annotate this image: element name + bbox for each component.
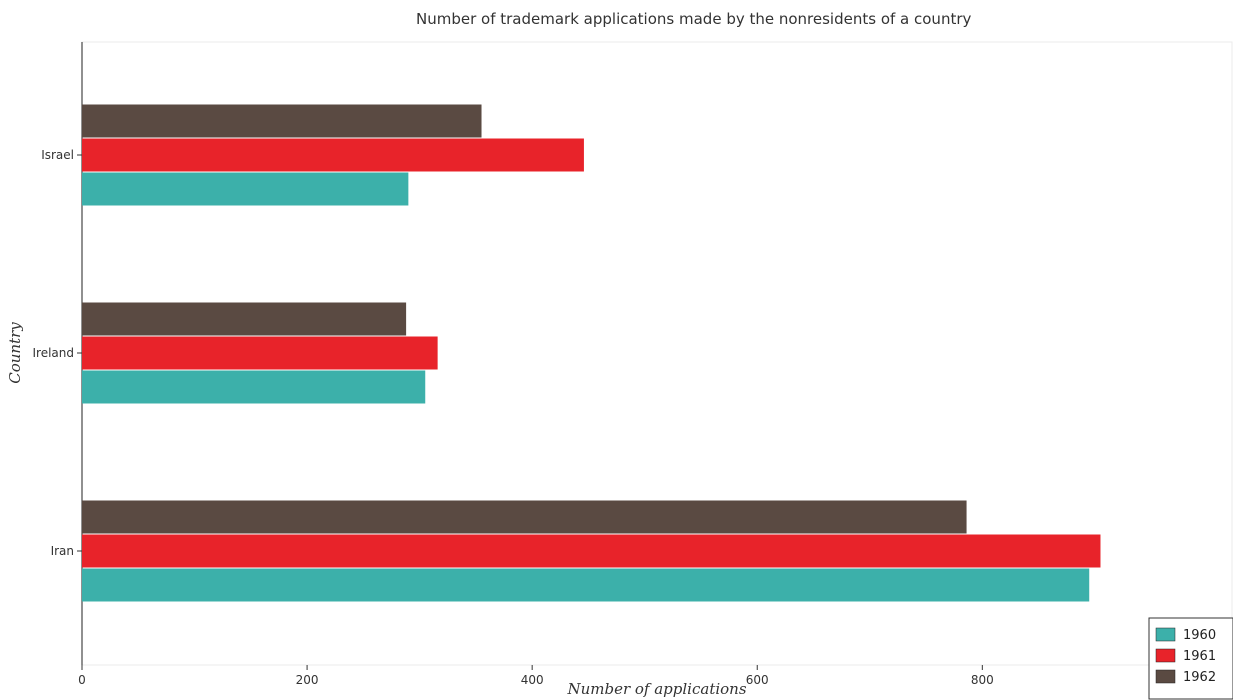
x-tick-label-200: 200 (296, 673, 319, 687)
bar-iran-1961 (82, 534, 1101, 568)
chart-title: Number of trademark applications made by… (416, 10, 971, 28)
y-tick-label-israel: Israel (41, 148, 74, 162)
x-tick-label-600: 600 (746, 673, 769, 687)
legend-label-1962: 1962 (1183, 670, 1216, 685)
bar-iran-1960 (82, 568, 1090, 602)
bar-ireland-1960 (82, 370, 426, 404)
legend: 1960 1961 1962 (1148, 617, 1233, 700)
bar-iran-1962 (82, 500, 967, 534)
legend-swatch-1962 (1155, 669, 1176, 684)
bar-israel-1961 (82, 138, 584, 172)
legend-swatch-1961 (1155, 648, 1176, 663)
legend-label-1960: 1960 (1183, 628, 1216, 643)
bar-ireland-1962 (82, 302, 407, 336)
x-tick-label-0: 0 (78, 673, 86, 687)
y-tick-label-ireland: Ireland (32, 346, 74, 360)
x-tick-label-400: 400 (521, 673, 544, 687)
y-tick-label-iran: Iran (51, 544, 74, 558)
x-ticks-group: 0 200 400 600 800 (78, 665, 994, 687)
bar-ireland-1961 (82, 336, 438, 370)
bars-group (82, 104, 1101, 602)
x-tick-label-800: 800 (971, 673, 994, 687)
x-axis-title: Number of applications (566, 680, 746, 698)
bar-israel-1960 (82, 172, 409, 206)
bar-israel-1962 (82, 104, 482, 138)
legend-swatch-1960 (1155, 627, 1176, 642)
y-ticks-group: Iran Ireland Israel (32, 148, 82, 558)
y-axis-title: Country (6, 322, 24, 384)
legend-label-1961: 1961 (1183, 649, 1216, 664)
